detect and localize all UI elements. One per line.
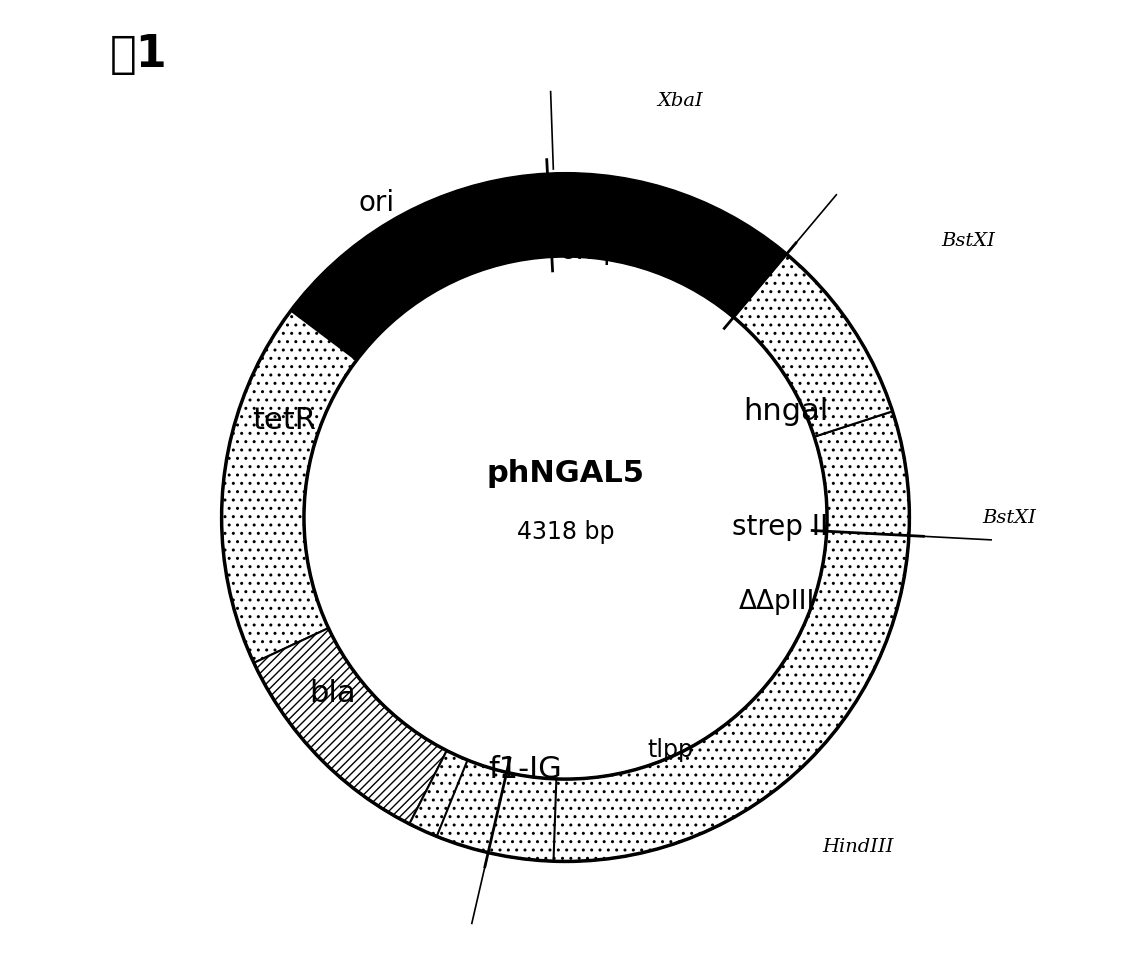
Wedge shape: [489, 174, 786, 318]
Wedge shape: [437, 760, 556, 862]
Text: bla: bla: [310, 679, 356, 708]
Text: BstXI: BstXI: [941, 233, 995, 250]
Wedge shape: [409, 411, 909, 862]
Text: HindIII: HindIII: [822, 838, 893, 856]
Text: BstXI: BstXI: [982, 509, 1036, 527]
Text: strep II: strep II: [733, 513, 829, 541]
Text: tlpp: tlpp: [647, 738, 693, 762]
Wedge shape: [222, 311, 356, 662]
Text: 4318 bp: 4318 bp: [517, 520, 614, 544]
Text: ΔΔpIII: ΔΔpIII: [739, 589, 814, 615]
Text: phNGAL5: phNGAL5: [486, 459, 645, 488]
Wedge shape: [291, 183, 507, 361]
Text: tet p/o: tet p/o: [499, 195, 578, 220]
Text: XbaI: XbaI: [657, 92, 703, 110]
Wedge shape: [253, 628, 467, 836]
Wedge shape: [553, 411, 909, 862]
Text: f1-IG: f1-IG: [487, 755, 562, 784]
Text: ori: ori: [359, 189, 395, 217]
Text: hngal: hngal: [744, 397, 829, 426]
Text: ompA: ompA: [559, 237, 640, 265]
Text: tetR: tetR: [252, 406, 317, 435]
Wedge shape: [734, 254, 892, 437]
Text: 图1: 图1: [110, 33, 169, 76]
Wedge shape: [253, 628, 447, 824]
